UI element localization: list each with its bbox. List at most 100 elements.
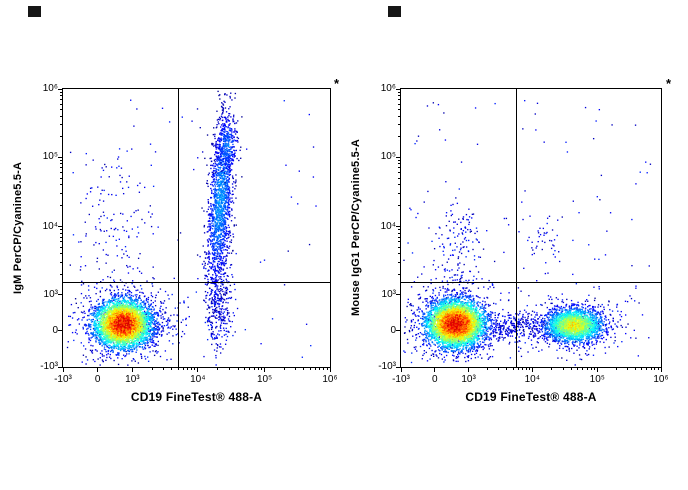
y-tick-mark: [396, 294, 400, 296]
y-minor-tick-mark: [60, 229, 62, 231]
x-minor-tick-mark: [650, 368, 652, 370]
x-tick-label: 0: [94, 374, 101, 385]
y-minor-tick-mark: [60, 99, 62, 101]
y-minor-tick-mark: [60, 109, 62, 110]
y-minor-tick-mark: [60, 273, 62, 275]
y-minor-tick-mark: [398, 253, 400, 255]
y-minor-tick-mark: [398, 205, 400, 207]
y-minor-tick-mark: [398, 192, 400, 194]
x-tick-mark: [329, 368, 331, 372]
y-minor-tick-mark: [60, 172, 62, 174]
y-tick-mark: [396, 330, 400, 332]
y-minor-tick-mark: [398, 136, 400, 138]
dot-plot-left: [62, 88, 331, 368]
x-axis-label-left: CD19 FineTest® 488-A: [130, 390, 263, 404]
y-tick-label: 10⁶: [380, 83, 396, 94]
y-tick-mark: [396, 156, 400, 158]
y-tick-label: 10³: [381, 288, 396, 300]
top-middle-crop-mark: [388, 6, 401, 17]
y-minor-tick-mark: [398, 103, 400, 105]
y-tick-mark: [58, 366, 62, 368]
y-tick-label: 0: [52, 324, 58, 336]
x-minor-tick-mark: [525, 368, 527, 370]
x-tick-label: 10⁵: [256, 374, 273, 385]
x-minor-tick-mark: [577, 368, 579, 370]
x-minor-tick-mark: [217, 368, 219, 370]
y-tick-mark: [58, 88, 62, 90]
y-minor-tick-mark: [60, 236, 62, 238]
y-minor-tick-mark: [60, 205, 62, 207]
quadrant-gate-horizontal-right: [401, 281, 661, 283]
y-minor-tick-mark: [60, 232, 62, 234]
x-minor-tick-mark: [314, 368, 316, 370]
x-minor-tick-mark: [257, 368, 259, 370]
y-minor-tick-mark: [398, 167, 400, 169]
y-minor-tick-mark: [60, 246, 62, 248]
y-tick-label: 0: [390, 324, 396, 336]
x-tick-mark: [62, 368, 64, 372]
x-minor-tick-mark: [627, 368, 629, 370]
y-tick-mark: [396, 226, 400, 228]
x-minor-tick-mark: [657, 368, 659, 370]
y-tick-mark: [396, 88, 400, 90]
y-minor-tick-mark: [398, 241, 400, 243]
asterisk-annotation-left: *: [334, 76, 340, 91]
y-minor-tick-mark: [60, 91, 62, 93]
x-minor-tick-mark: [295, 368, 297, 370]
x-minor-tick-mark: [171, 368, 173, 370]
y-tick-label: 10³: [43, 288, 58, 300]
y-tick-mark: [58, 226, 62, 228]
x-tick-mark: [468, 368, 470, 372]
y-tick-label: 10⁴: [380, 220, 396, 232]
x-minor-tick-mark: [309, 368, 311, 370]
x-tick-mark: [131, 368, 133, 372]
x-minor-tick-mark: [498, 368, 500, 370]
y-minor-tick-mark: [398, 163, 400, 165]
y-tick-label: 10⁶: [42, 83, 58, 94]
x-tick-mark: [97, 368, 99, 372]
y-tick-mark: [58, 330, 62, 332]
x-tick-mark: [531, 368, 533, 372]
x-minor-tick-mark: [253, 368, 255, 370]
y-minor-tick-mark: [398, 246, 400, 248]
x-minor-tick-mark: [319, 368, 321, 370]
y-tick-mark: [396, 366, 400, 368]
x-tick-label: 10³: [461, 374, 476, 385]
x-minor-tick-mark: [506, 368, 508, 370]
y-minor-tick-mark: [60, 241, 62, 243]
quadrant-gate-horizontal-left: [63, 281, 330, 283]
x-axis-label-right: CD19 FineTest® 488-A: [465, 390, 597, 404]
y-minor-tick-mark: [60, 124, 62, 126]
x-minor-tick-mark: [635, 368, 637, 370]
x-minor-tick-mark: [646, 368, 648, 370]
y-minor-tick-mark: [60, 136, 62, 138]
x-tick-mark: [660, 368, 662, 372]
y-minor-tick-mark: [60, 177, 62, 179]
y-minor-tick-mark: [60, 261, 62, 263]
asterisk-annotation-right: *: [666, 76, 672, 91]
x-minor-tick-mark: [177, 368, 179, 370]
y-tick-mark: [58, 294, 62, 296]
x-minor-tick-mark: [283, 368, 285, 370]
x-minor-tick-mark: [163, 368, 165, 370]
x-tick-label: 10⁴: [524, 374, 541, 385]
y-minor-tick-mark: [398, 124, 400, 126]
x-tick-label: -10³: [392, 374, 410, 385]
y-tick-label: -10³: [40, 361, 58, 372]
y-minor-tick-mark: [60, 253, 62, 255]
x-minor-tick-mark: [182, 368, 184, 370]
x-minor-tick-mark: [326, 368, 328, 370]
x-tick-mark: [596, 368, 598, 372]
y-axis-label-right: Mouse IgG1 PerCP/Cyanine5.5-A: [350, 139, 362, 317]
x-minor-tick-mark: [593, 368, 595, 370]
y-tick-label: 10⁵: [42, 151, 58, 163]
x-minor-tick-mark: [654, 368, 656, 370]
x-minor-tick-mark: [582, 368, 584, 370]
x-minor-tick-mark: [570, 368, 572, 370]
x-minor-tick-mark: [190, 368, 192, 370]
x-tick-mark: [264, 368, 266, 372]
y-minor-tick-mark: [398, 229, 400, 231]
y-minor-tick-mark: [398, 232, 400, 234]
y-minor-tick-mark: [398, 95, 400, 97]
